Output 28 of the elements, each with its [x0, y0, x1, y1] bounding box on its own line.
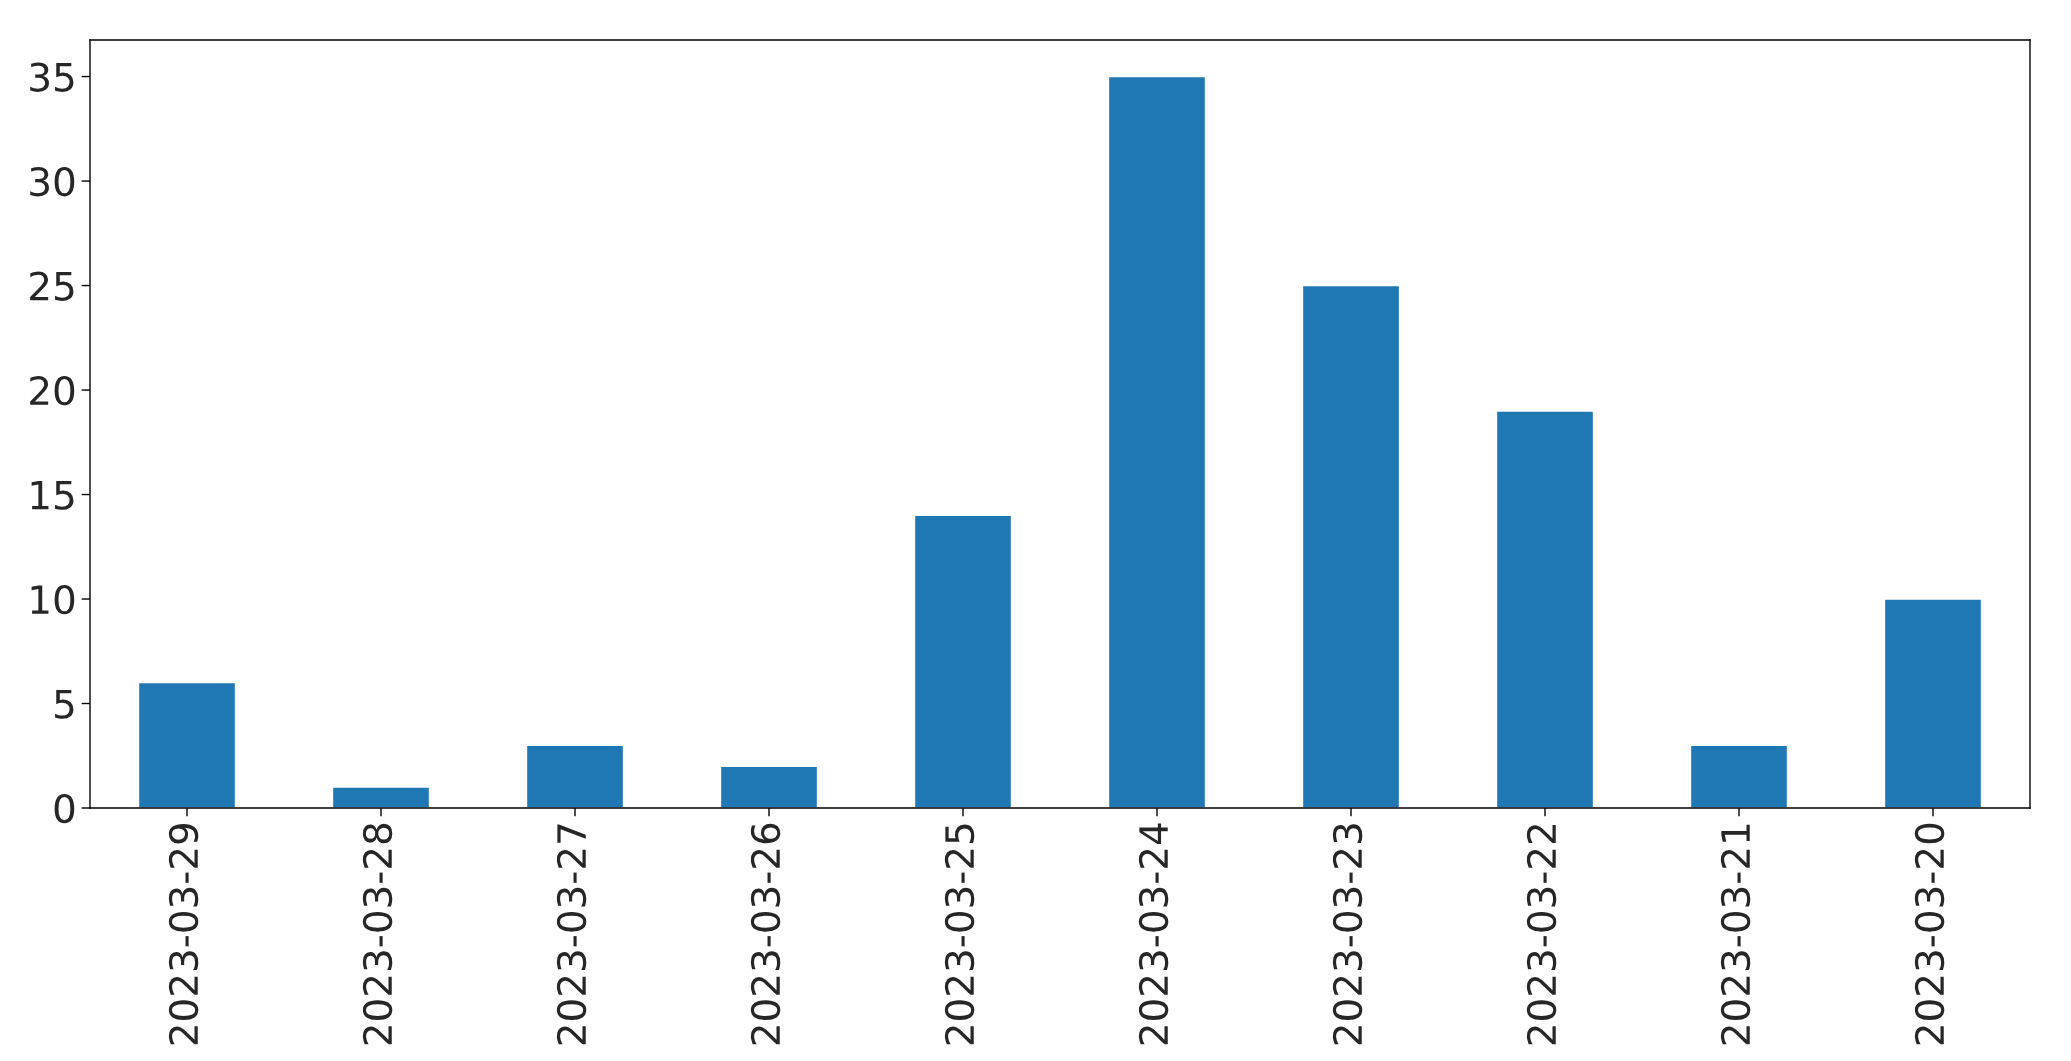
bar — [1883, 598, 1983, 808]
bar — [525, 744, 625, 808]
bar — [913, 514, 1013, 808]
x-tick-label: 2023-03-21 — [1720, 824, 1751, 1045]
bar — [137, 681, 237, 808]
bar — [719, 765, 819, 808]
bar — [1107, 75, 1207, 808]
x-tick-label: 2023-03-26 — [750, 823, 781, 1045]
y-tick-label: 30 — [30, 166, 75, 197]
y-tick-label: 10 — [31, 584, 75, 615]
y-tick-label: 25 — [30, 271, 74, 301]
bar — [1301, 284, 1401, 808]
bar — [1495, 410, 1595, 808]
y-tick-label: 5 — [55, 689, 74, 719]
x-tick-label: 2023-03-20 — [1914, 823, 1945, 1045]
x-tick-label: 2023-03-22 — [1526, 825, 1557, 1045]
x-tick-label: 2023-03-27 — [556, 824, 587, 1045]
y-tick-label: 35 — [30, 62, 74, 92]
x-tick-label: 2023-03-24 — [1138, 823, 1169, 1045]
x-tick-label: 2023-03-25 — [944, 824, 975, 1045]
bar — [1689, 744, 1789, 808]
y-tick-label: 15 — [31, 480, 74, 510]
y-tick-label: 0 — [54, 793, 75, 824]
x-tick-label: 2023-03-29 — [168, 823, 199, 1045]
y-tick-label: 20 — [30, 375, 75, 406]
bar — [331, 786, 431, 808]
x-tick-label: 2023-03-23 — [1332, 824, 1363, 1045]
x-tick-label: 2023-03-28 — [362, 823, 393, 1045]
